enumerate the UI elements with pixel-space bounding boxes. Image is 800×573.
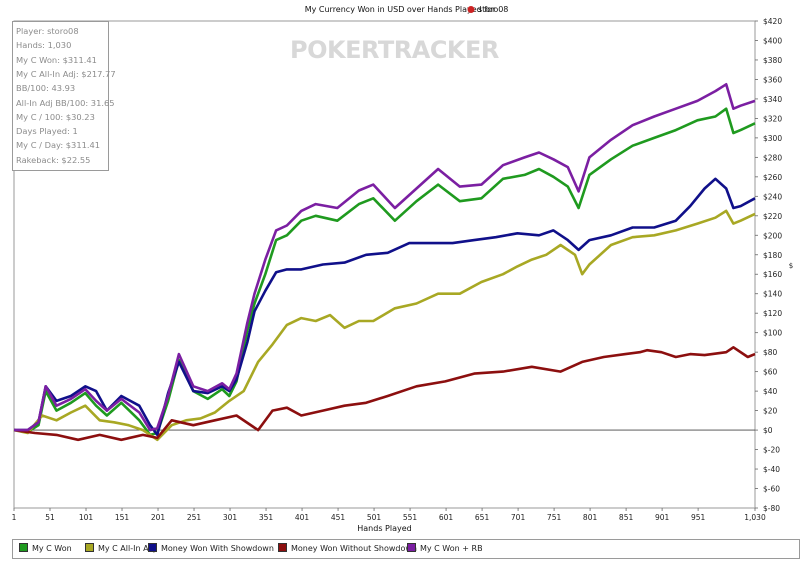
legend-swatch (278, 543, 287, 552)
x-tick-label: 1 (12, 513, 17, 522)
legend-swatch (407, 543, 416, 552)
y-tick-label: $300 (763, 134, 782, 143)
y-tick-label: $-80 (763, 504, 780, 513)
legend-item: My C Won (19, 543, 72, 553)
y-tick-label: $200 (763, 231, 782, 240)
x-tick-label: 251 (187, 513, 202, 522)
y-tick-label: $0 (763, 426, 773, 435)
x-tick-label: 1,030 (744, 513, 766, 522)
y-tick-label: $100 (763, 329, 782, 338)
stat-line: Days Played: 1 (16, 126, 78, 137)
x-tick-label: 851 (619, 513, 634, 522)
legend-swatch (85, 543, 94, 552)
stat-line: Rakeback: $22.55 (16, 154, 91, 165)
x-tick-label: 951 (691, 513, 706, 522)
x-tick-label: 601 (439, 513, 454, 522)
player-icon (467, 6, 475, 13)
legend-label: Money Won Without Showdown (291, 544, 417, 553)
chart-title: My Currency Won in USD over Hands Played… (305, 5, 496, 14)
x-tick-label: 301 (223, 513, 238, 522)
x-tick-label: 51 (45, 513, 55, 522)
x-tick-label: 551 (403, 513, 418, 522)
series-line (13, 209, 756, 442)
legend-item: My C Won + RB (407, 543, 483, 553)
stat-line: BB/100: 43.93 (16, 83, 76, 94)
legend-item: Money Won Without Showdown (278, 543, 417, 553)
y-tick-label: $120 (763, 309, 782, 318)
x-axis-label: Hands Played (357, 524, 411, 533)
stats-panel: Player: storo08 Hands: 1,030 My C Won: $31… (12, 21, 116, 171)
legend-swatch (19, 543, 28, 552)
legend-item: Money Won With Showdown (148, 543, 274, 553)
x-tick-label: 201 (151, 513, 166, 522)
stat-line: All-In Adj BB/100: 31.65 (16, 97, 115, 108)
y-tick-label: $20 (763, 407, 778, 416)
stat-line: My C / 100: $30.23 (16, 111, 95, 122)
stat-line: My C Won: $311.41 (16, 54, 97, 65)
y-tick-label: $220 (763, 212, 782, 221)
x-tick-label: 451 (331, 513, 346, 522)
legend-label: My C All-In Adj (98, 544, 156, 553)
x-tick-label: 151 (115, 513, 130, 522)
x-tick-label: 751 (547, 513, 562, 522)
legend-label: My C Won + RB (420, 544, 483, 553)
x-tick-label: 401 (295, 513, 310, 522)
y-tick-label: $280 (763, 153, 782, 162)
y-tick-label: $-40 (763, 465, 780, 474)
stat-line: Player: storo08 (16, 26, 79, 36)
y-tick-label: $40 (763, 387, 778, 396)
series-line (14, 83, 756, 432)
plot-area (13, 20, 756, 509)
chart-legend: My C Won My C All-In Adj Money Won With Sh… (12, 539, 800, 559)
x-tick-label: 351 (259, 513, 274, 522)
x-tick-label: 501 (367, 513, 382, 522)
legend-label: Money Won With Showdown (161, 544, 274, 553)
y-tick-label: $420 (763, 17, 782, 26)
stat-line: My C / Day: $311.41 (16, 140, 101, 151)
y-tick-label: $240 (763, 192, 782, 201)
chart-title-player: storo08 (478, 5, 508, 14)
x-tick-label: 651 (475, 513, 490, 522)
legend-label: My C Won (32, 544, 72, 553)
y-axis-label: $ (789, 262, 793, 270)
y-tick-label: $80 (763, 348, 778, 357)
x-tick-label: 801 (583, 513, 598, 522)
stat-line: Hands: 1,030 (16, 40, 72, 51)
y-tick-label: $380 (763, 56, 782, 65)
watermark-logo: POKERTRACKER (290, 36, 499, 64)
y-tick-label: $160 (763, 270, 782, 279)
x-tick-label: 901 (655, 513, 670, 522)
y-tick-label: $320 (763, 114, 782, 123)
y-tick-label: $180 (763, 251, 782, 260)
y-tick-label: $60 (763, 368, 778, 377)
y-tick-label: $260 (763, 173, 782, 182)
y-tick-label: $340 (763, 95, 782, 104)
y-tick-label: $-20 (763, 446, 780, 455)
y-tick-label: $400 (763, 36, 782, 45)
x-tick-label: 701 (511, 513, 526, 522)
series-line (13, 345, 756, 442)
x-tick-label: 101 (79, 513, 94, 522)
series-line (13, 107, 756, 437)
y-tick-label: $-60 (763, 485, 780, 494)
legend-item: My C All-In Adj (85, 543, 156, 553)
stat-line: My C All-In Adj: $217.77 (16, 68, 116, 79)
legend-swatch (148, 543, 157, 552)
y-tick-label: $140 (763, 290, 782, 299)
y-tick-label: $360 (763, 75, 782, 84)
